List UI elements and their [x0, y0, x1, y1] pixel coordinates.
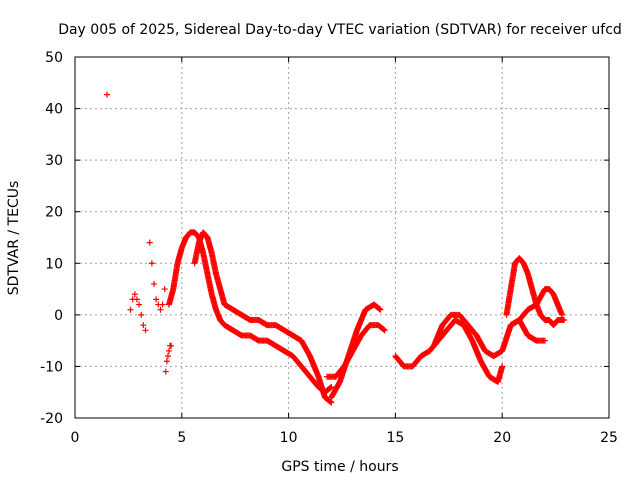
series-track-e	[392, 317, 506, 385]
data-point	[148, 260, 155, 267]
data-point	[159, 301, 166, 308]
y-tick-label: 0	[54, 308, 63, 324]
data-point	[133, 296, 140, 303]
series-track-b	[191, 229, 335, 406]
data-point	[104, 91, 111, 98]
data-point	[151, 280, 158, 287]
data-point	[559, 311, 566, 318]
data-point	[377, 306, 384, 313]
series-track-g	[503, 255, 568, 329]
data-point	[142, 327, 149, 334]
y-tick-labels: -20 -10 0 10 20 30 40 50	[40, 50, 63, 427]
axis-ticks	[74, 56, 610, 419]
data-point	[162, 368, 169, 375]
y-tick-label: 20	[45, 205, 63, 221]
x-tick-label: 15	[386, 430, 404, 446]
series-track-h	[507, 286, 566, 329]
data-point	[541, 337, 548, 344]
y-tick-label: 30	[45, 153, 63, 169]
data-point	[165, 347, 172, 354]
data-point	[146, 239, 153, 246]
series-track-a	[165, 229, 335, 396]
data-point	[127, 306, 134, 313]
data-point	[161, 286, 168, 293]
data-point	[168, 342, 175, 349]
x-tick-label: 0	[71, 430, 80, 446]
x-axis-label: GPS time / hours	[281, 459, 398, 475]
series-early	[104, 91, 175, 375]
y-axis-label: SDTVAR / TECUs	[6, 181, 22, 296]
data-point	[140, 322, 147, 329]
y-tick-label: -20	[40, 411, 63, 427]
data-point	[153, 296, 160, 303]
series-track-f	[430, 311, 548, 360]
series-track-d	[324, 322, 388, 380]
y-tick-label: 50	[45, 50, 63, 66]
data-point	[499, 363, 506, 370]
x-tick-label: 20	[493, 430, 511, 446]
y-tick-label: -10	[40, 359, 63, 375]
data-point	[131, 291, 138, 298]
x-tick-labels: 0 5 10 15 20 25	[71, 430, 618, 446]
data-point	[164, 353, 171, 360]
y-tick-label: 10	[45, 256, 63, 272]
x-tick-label: 25	[600, 430, 618, 446]
data-points	[104, 91, 568, 406]
data-point	[381, 327, 388, 334]
y-tick-label: 40	[45, 102, 63, 118]
plot-frame	[74, 56, 610, 419]
chart-title: Day 005 of 2025, Sidereal Day-to-day VTE…	[58, 22, 622, 38]
data-point	[136, 301, 143, 308]
data-point	[157, 306, 164, 313]
x-tick-label: 10	[280, 430, 298, 446]
x-tick-label: 5	[177, 430, 186, 446]
data-point	[561, 317, 568, 324]
data-point	[328, 384, 335, 391]
data-point	[138, 311, 145, 318]
data-point	[328, 399, 335, 406]
data-point	[163, 358, 170, 365]
